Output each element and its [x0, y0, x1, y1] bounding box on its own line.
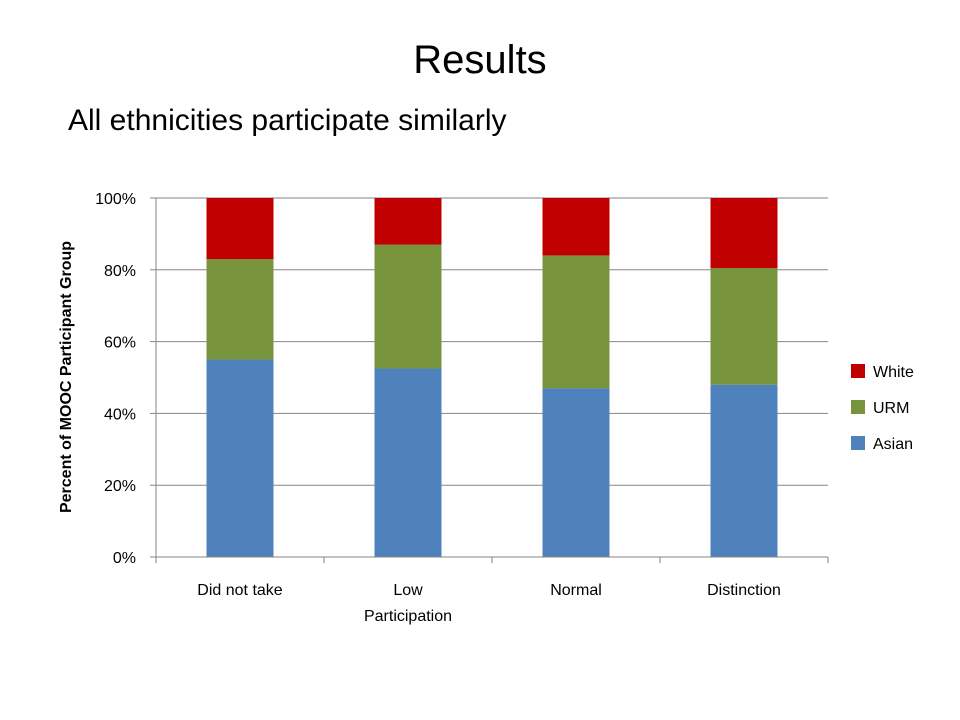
bar-segment-urm: [710, 268, 778, 385]
x-tick-label: Normal: [550, 582, 602, 599]
x-tick-labels: Did not take Low Participation Normal Distin…: [197, 582, 781, 625]
bar-segment-urm: [206, 259, 274, 360]
legend-label: White: [873, 364, 914, 381]
y-tick-label: 60%: [104, 335, 136, 352]
bar-segment-white: [710, 198, 778, 269]
axes: [150, 197, 829, 563]
bar-segment-white: [374, 198, 442, 245]
bar-segment-urm: [374, 244, 442, 369]
x-tick-label: Low Participation: [364, 582, 452, 625]
legend-swatch: [851, 364, 865, 378]
bar-segment-asian: [206, 359, 274, 557]
bar-segment-asian: [374, 368, 442, 557]
legend-swatch: [851, 436, 865, 450]
bar-segment-asian: [710, 384, 778, 557]
legend-item-asian: Asian: [851, 436, 913, 453]
y-tick-label: 80%: [104, 263, 136, 280]
slide-title: Results: [413, 38, 547, 82]
legend-label: URM: [873, 400, 909, 417]
y-tick-labels: 0% 20% 40% 60% 80% 100%: [95, 191, 136, 567]
y-tick-label: 20%: [104, 478, 136, 495]
bar-segment-urm: [542, 255, 610, 389]
bar-segment-white: [542, 198, 610, 256]
bars: [206, 198, 778, 557]
bar-segment-asian: [542, 388, 610, 557]
y-tick-label: 0%: [113, 550, 136, 567]
legend: White URM Asian: [851, 364, 914, 453]
bar-segment-white: [206, 198, 274, 260]
y-tick-label: 100%: [95, 191, 136, 208]
legend-swatch: [851, 400, 865, 414]
slide-subtitle: All ethnicities participate similarly: [68, 104, 507, 137]
x-tick-label: Did not take: [197, 582, 282, 599]
legend-item-white: White: [851, 364, 914, 381]
y-axis-title: Percent of MOOC Participant Group: [58, 241, 75, 513]
legend-item-urm: URM: [851, 400, 909, 417]
x-tick-label: Distinction: [707, 582, 781, 599]
legend-label: Asian: [873, 436, 913, 453]
y-tick-label: 40%: [104, 406, 136, 423]
